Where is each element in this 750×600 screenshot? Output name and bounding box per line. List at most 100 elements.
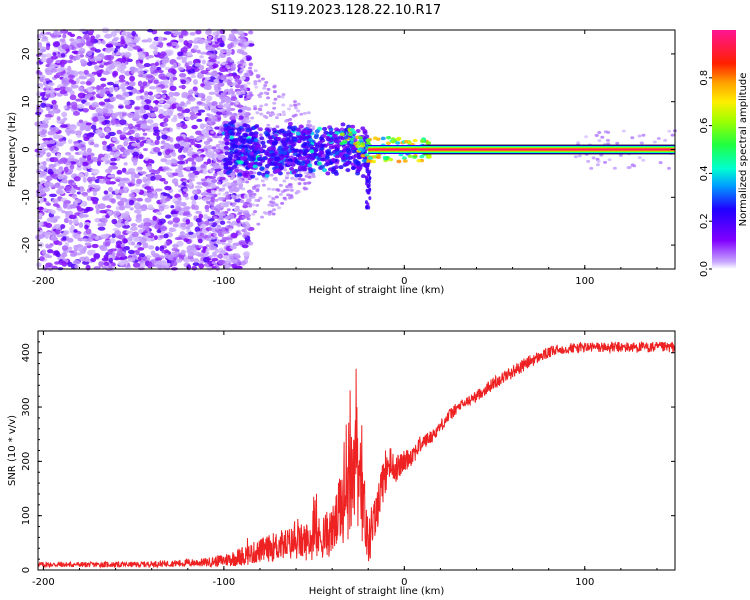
- spectrogram-cell: [197, 150, 202, 155]
- spectrogram-cell: [334, 154, 340, 159]
- spectrogram-cell: [240, 140, 246, 145]
- spectrogram-cell: [139, 108, 147, 114]
- spectrogram-cell: [296, 190, 301, 194]
- spectrogram-cell: [240, 260, 246, 266]
- spectrogram-cell: [86, 237, 94, 242]
- spectrogram-cell: [256, 171, 262, 176]
- spectrogram-cell: [162, 111, 169, 117]
- spectrogram-cell: [97, 203, 106, 210]
- spectrogram-cell: [77, 162, 83, 167]
- spectrogram-cell: [39, 196, 44, 203]
- spectrogram-cell: [40, 147, 48, 152]
- spectrogram-cell: [597, 131, 602, 135]
- spectrogram-cell: [106, 93, 114, 97]
- spectrogram-cell: [186, 245, 194, 251]
- spectrogram-cell: [270, 152, 276, 157]
- spectrogram-cell: [211, 101, 218, 107]
- spectrogram-cell: [99, 245, 108, 252]
- spectrogram-cell: [355, 160, 361, 165]
- spectrogram-cell: [172, 217, 181, 223]
- spectrogram-cell: [304, 154, 310, 159]
- spectrogram-cell: [355, 128, 361, 133]
- spectrogram-cell: [86, 61, 93, 67]
- spectrogram-cell: [321, 168, 327, 173]
- spectrogram-cell: [172, 172, 179, 177]
- spectrogram-cell: [194, 62, 201, 67]
- spectrogram-cell: [51, 99, 57, 105]
- spectrogram-cell: [50, 68, 58, 73]
- spectrogram-cell: [425, 141, 431, 145]
- spectrogram-cell: [219, 220, 226, 225]
- spectrogram-cell: [39, 46, 47, 53]
- spectrogram-cell: [156, 66, 162, 71]
- spectrogram-cell: [194, 226, 201, 233]
- spectrogram-cell: [90, 196, 95, 201]
- spectrogram-cell: [277, 95, 282, 99]
- spectrogram-cell: [295, 131, 301, 136]
- spectrogram-cell: [161, 140, 166, 144]
- spectrogram-cell: [257, 107, 262, 111]
- spectrogram-cell: [299, 135, 305, 140]
- spectrogram-cell: [118, 188, 125, 194]
- spectrogram-cell: [149, 110, 155, 114]
- spectrogram-cell: [188, 231, 194, 236]
- spectrogram-x-tick-label: 0: [401, 276, 407, 287]
- spectrogram-cell: [143, 95, 149, 99]
- spectrogram-cell: [43, 253, 50, 258]
- spectrogram-cell: [412, 138, 418, 143]
- spectrogram-cell: [670, 133, 675, 137]
- spectrogram-cell: [630, 136, 635, 140]
- spectrogram-cell: [146, 237, 153, 242]
- spectrogram-cell: [596, 159, 601, 163]
- spectrogram-cell: [61, 43, 70, 50]
- spectrogram-cell: [259, 112, 264, 116]
- spectrogram-cell: [266, 187, 271, 191]
- spectrogram-cell: [307, 181, 312, 185]
- spectrogram-cell: [187, 60, 193, 65]
- spectrogram-cell: [240, 121, 245, 125]
- spectrogram-cell: [390, 139, 396, 144]
- spectrogram-cell: [229, 59, 234, 63]
- spectrogram-cell: [180, 222, 186, 228]
- spectrogram-cell: [142, 132, 148, 136]
- spectrogram-cell: [57, 260, 66, 266]
- spectrogram-cell: [198, 263, 205, 269]
- spectrogram-cell: [291, 170, 297, 175]
- spectrogram-cell: [204, 204, 210, 210]
- spectrogram-cell: [131, 231, 139, 238]
- spectrogram-cells: [34, 27, 677, 272]
- spectrogram-cell: [55, 252, 61, 258]
- spectrogram-cell: [154, 139, 160, 145]
- spectrogram-cell: [161, 249, 166, 254]
- spectrogram-cell: [43, 186, 50, 192]
- spectrogram-cell: [54, 104, 59, 110]
- spectrogram-cell: [124, 51, 132, 58]
- spectrogram-cell: [193, 258, 200, 263]
- spectrogram-cell: [324, 162, 330, 167]
- spectrogram-cell: [264, 170, 270, 175]
- spectrogram-cell: [47, 249, 54, 254]
- spectrogram-cell: [142, 217, 150, 224]
- spectrogram-cell: [70, 224, 75, 231]
- spectrogram-cell: [113, 61, 122, 68]
- spectrogram-cell: [255, 150, 261, 155]
- spectrogram-cell: [166, 42, 173, 46]
- spectrogram-cell: [128, 129, 135, 135]
- spectrogram-cell: [246, 138, 252, 143]
- spectrogram-cell: [108, 210, 113, 217]
- spectrogram-cell: [259, 136, 265, 141]
- spectrogram-cell: [85, 80, 92, 86]
- spectrogram-cell: [591, 156, 596, 160]
- spectrogram-cell: [227, 43, 233, 50]
- spectrogram-cell: [180, 201, 187, 207]
- spectrogram-cell: [79, 81, 86, 85]
- spectrogram-cell: [178, 85, 187, 89]
- spectrogram-cell: [216, 111, 223, 116]
- spectrogram-cell: [241, 91, 246, 95]
- spectrogram-cell: [59, 89, 68, 95]
- spectrogram-cell: [131, 39, 139, 44]
- spectrogram-cell: [195, 112, 201, 116]
- spectrogram-cell: [180, 249, 186, 256]
- spectrogram-cell: [407, 154, 413, 158]
- spectrogram-cell: [180, 101, 185, 107]
